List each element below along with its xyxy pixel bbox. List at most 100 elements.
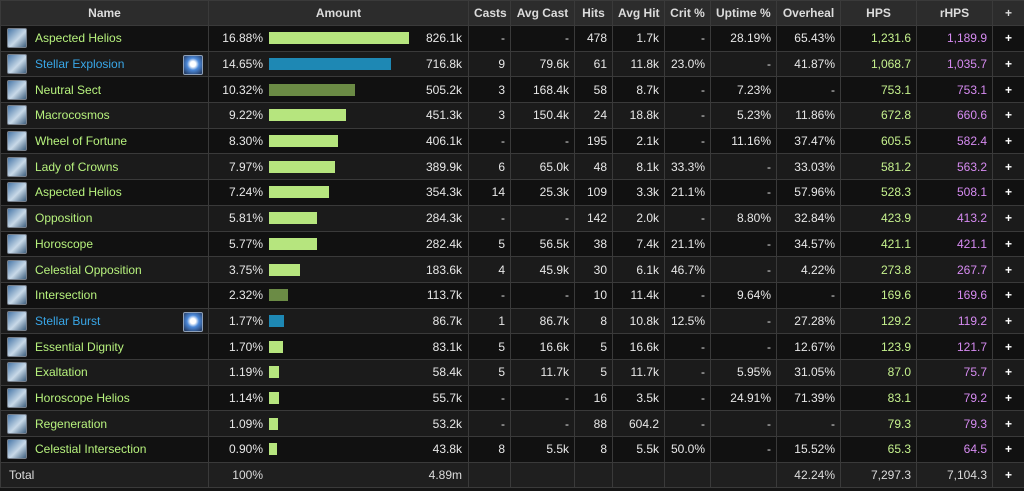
horoscope-icon (7, 233, 27, 254)
expand-row-button[interactable]: + (992, 102, 1024, 129)
header-row: Name Amount Casts Avg Cast Hits Avg Hit … (0, 0, 1024, 26)
table-row[interactable]: Horoscope 5.77% 282.4k 5 56.5k 38 7.4k 21.1% -34… (0, 230, 1024, 258)
crit-value: - (664, 384, 711, 412)
avg-cast-value: 168.4k (510, 76, 575, 104)
table-row[interactable]: Aspected Helios 16.88% 826.1k - -478 1.7k -28.… (0, 25, 1024, 52)
table-row[interactable]: Celestial Opposition 3.75% 183.6k 4 45.9k 30 6… (0, 256, 1024, 283)
amount-value: 183.6k (425, 262, 462, 277)
hps-value: 421.1 (840, 230, 917, 258)
ability-name[interactable]: Intersection (35, 288, 98, 303)
ability-name[interactable]: Lady of Crowns (35, 159, 119, 174)
table-row[interactable]: Celestial Intersection 0.90% 43.8k 8 5.5k 8 5.… (0, 436, 1024, 463)
expand-row-button[interactable]: + (992, 230, 1024, 258)
total-amount-cell: 100% 4.89m (208, 461, 469, 489)
crit-value: - (664, 410, 711, 437)
expand-row-button[interactable]: + (992, 204, 1024, 232)
table-row[interactable]: Neutral Sect 10.32% 505.2k 3 168.4k 58 8.7k -7.… (0, 76, 1024, 104)
expand-row-button[interactable]: + (992, 179, 1024, 206)
expand-row-button[interactable]: + (992, 307, 1024, 335)
column-header-amount[interactable]: Amount (208, 0, 469, 26)
expand-row-button[interactable]: + (992, 25, 1024, 52)
avg-cast-value: - (510, 281, 575, 309)
table-row[interactable]: Wheel of Fortune 8.30% 406.1k - -195 2.1k -11.… (0, 127, 1024, 155)
amount-value: 406.1k (425, 134, 462, 149)
table-row[interactable]: Intersection 2.32% 113.7k - -10 11.4k -9.64% -1… (0, 281, 1024, 309)
ability-name[interactable]: Aspected Helios (35, 31, 122, 46)
ability-name[interactable]: Opposition (35, 211, 93, 226)
ability-name[interactable]: Stellar Burst (35, 313, 101, 328)
table-row[interactable]: Aspected Helios 7.24% 354.3k 14 25.3k 109 3.3k… (0, 179, 1024, 206)
expand-row-button[interactable]: + (992, 153, 1024, 181)
total-casts (468, 461, 511, 489)
column-header-overheal[interactable]: Overheal (776, 0, 841, 26)
amount-cell: 1.09% 53.2k (208, 410, 469, 437)
expand-row-button[interactable]: + (992, 127, 1024, 155)
avg-hit-value: 3.5k (612, 384, 665, 412)
amount-bar (269, 135, 338, 148)
table-row[interactable]: Exaltation 1.19% 58.4k 5 11.7k 5 11.7k -5.95% 31… (0, 358, 1024, 386)
ability-name-cell: Intersection (0, 281, 209, 309)
ability-name[interactable]: Essential Dignity (35, 339, 124, 354)
hps-value: 273.8 (840, 256, 917, 283)
ability-name[interactable]: Celestial Opposition (35, 262, 142, 277)
ability-name[interactable]: Aspected Helios (35, 185, 122, 200)
amount-bar-track (269, 366, 398, 379)
table-row[interactable]: Essential Dignity 1.70% 83.1k 5 16.6k 5 16.6k -… (0, 333, 1024, 360)
crit-value: 50.0% (664, 436, 711, 463)
hits-value: 478 (574, 25, 613, 52)
expand-row-button[interactable]: + (992, 256, 1024, 283)
total-expand-button[interactable]: + (992, 461, 1024, 489)
column-header-crit[interactable]: Crit % (664, 0, 711, 26)
hits-value: 48 (574, 153, 613, 181)
amount-cell: 1.77% 86.7k (208, 307, 469, 335)
total-hits (574, 461, 613, 489)
column-header-rhps[interactable]: rHPS (916, 0, 993, 26)
column-header-expand-all[interactable]: + (992, 0, 1024, 26)
ability-name-cell: Stellar Burst (0, 307, 209, 335)
ability-name[interactable]: Horoscope Helios (35, 390, 130, 405)
ability-name[interactable]: Stellar Explosion (35, 57, 125, 72)
uptime-value: 8.80% (710, 204, 777, 232)
table-row[interactable]: Stellar Burst 1.77% 86.7k 1 86.7k 8 10.8k 12.5%… (0, 307, 1024, 335)
ability-name[interactable]: Wheel of Fortune (35, 134, 128, 149)
amount-value: 58.4k (432, 365, 462, 380)
column-header-hits[interactable]: Hits (574, 0, 613, 26)
casts-value: - (468, 410, 511, 437)
table-row[interactable]: Regeneration 1.09% 53.2k - -88 604.2- - -79.3 79… (0, 410, 1024, 437)
casts-value: 14 (468, 179, 511, 206)
avg-cast-value: 86.7k (510, 307, 575, 335)
macrocosmos-icon (7, 105, 27, 126)
expand-row-button[interactable]: + (992, 410, 1024, 437)
ability-name[interactable]: Celestial Intersection (35, 442, 147, 457)
table-row[interactable]: Macrocosmos 9.22% 451.3k 3 150.4k 24 18.8k -5.2… (0, 102, 1024, 129)
total-bar-spacer (269, 469, 398, 481)
column-header-avg-cast[interactable]: Avg Cast (510, 0, 575, 26)
hps-value: 87.0 (840, 358, 917, 386)
overheal-value: - (776, 76, 841, 104)
table-row[interactable]: Horoscope Helios 1.14% 55.7k - -16 3.5k -24.91… (0, 384, 1024, 412)
expand-row-button[interactable]: + (992, 333, 1024, 360)
avg-cast-value: 16.6k (510, 333, 575, 360)
expand-row-button[interactable]: + (992, 384, 1024, 412)
expand-row-button[interactable]: + (992, 281, 1024, 309)
expand-row-button[interactable]: + (992, 50, 1024, 78)
table-row[interactable]: Lady of Crowns 7.97% 389.9k 6 65.0k 48 8.1k 33.… (0, 153, 1024, 181)
ability-name[interactable]: Horoscope (35, 236, 94, 251)
expand-row-button[interactable]: + (992, 436, 1024, 463)
ability-name[interactable]: Neutral Sect (35, 82, 102, 97)
hps-value: 1,068.7 (840, 50, 917, 78)
ability-name[interactable]: Macrocosmos (35, 108, 110, 123)
horoscope-helios-icon (7, 387, 27, 408)
column-header-hps[interactable]: HPS (840, 0, 917, 26)
expand-row-button[interactable]: + (992, 76, 1024, 104)
table-row[interactable]: Opposition 5.81% 284.3k - -142 2.0k -8.80% 32.8… (0, 204, 1024, 232)
column-header-casts[interactable]: Casts (468, 0, 511, 26)
column-header-name[interactable]: Name (0, 0, 209, 26)
hps-value: 423.9 (840, 204, 917, 232)
ability-name[interactable]: Exaltation (35, 365, 88, 380)
ability-name[interactable]: Regeneration (35, 416, 108, 431)
expand-row-button[interactable]: + (992, 358, 1024, 386)
column-header-avg-hit[interactable]: Avg Hit (612, 0, 665, 26)
column-header-uptime[interactable]: Uptime % (710, 0, 777, 26)
table-row[interactable]: Stellar Explosion 14.65% 716.8k 9 79.6k 61 11.… (0, 50, 1024, 78)
